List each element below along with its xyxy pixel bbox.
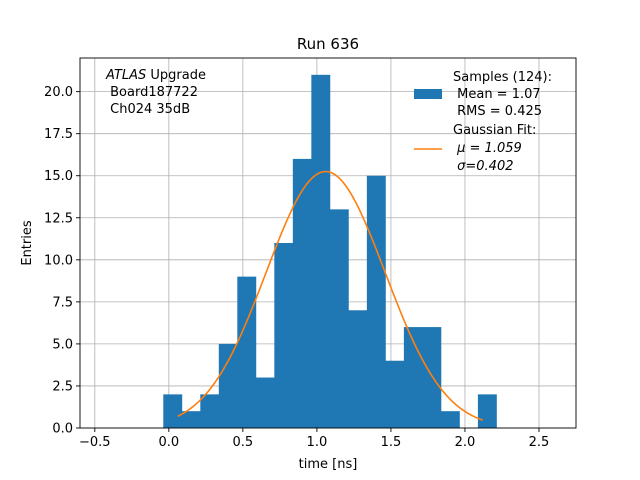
annotation-italic: ATLAS bbox=[105, 68, 146, 83]
annotation-text-1: Upgrade bbox=[146, 68, 206, 83]
annotation-line-3: Ch024 35dB bbox=[106, 102, 190, 117]
legend-fit-line-3: σ=0.402 bbox=[453, 159, 513, 174]
chart-title: Run 636 bbox=[297, 35, 359, 53]
histogram-bar bbox=[163, 394, 183, 428]
histogram-bar bbox=[477, 394, 497, 428]
x-tick-label: 0.5 bbox=[233, 435, 254, 450]
legend-samples-line-2: Mean = 1.07 bbox=[453, 87, 541, 102]
x-tick-label: −0.5 bbox=[79, 435, 111, 450]
annotation-line-2: Board187722 bbox=[106, 85, 198, 100]
x-tick-label: 1.0 bbox=[307, 435, 328, 450]
x-axis-label: time [ns] bbox=[299, 457, 358, 472]
y-tick-label: 20.0 bbox=[44, 85, 73, 100]
histogram-bar bbox=[181, 411, 201, 428]
legend-samples-line-3: RMS = 0.425 bbox=[453, 104, 542, 119]
y-ticks: 0.0 2.5 5.0 7.5 10.0 12.5 15.0 17.5 20.0 bbox=[44, 85, 80, 437]
y-tick-label: 15.0 bbox=[44, 169, 73, 184]
histogram-bar bbox=[237, 276, 257, 428]
legend-samples-line-1: Samples (124): bbox=[453, 70, 552, 85]
y-tick-label: 12.5 bbox=[44, 211, 73, 226]
histogram-bar bbox=[200, 394, 220, 428]
y-tick-label: 7.5 bbox=[52, 295, 73, 310]
x-tick-label: 1.5 bbox=[381, 435, 402, 450]
y-tick-label: 10.0 bbox=[44, 253, 73, 268]
annotation-line-1: ATLAS Upgrade bbox=[105, 68, 206, 83]
x-tick-label: 2.0 bbox=[455, 435, 476, 450]
x-tick-label: 0.0 bbox=[158, 435, 179, 450]
histogram-bar bbox=[385, 360, 405, 428]
histogram-bar bbox=[422, 327, 442, 428]
histogram-bar bbox=[218, 343, 238, 428]
legend-patch-samples bbox=[414, 89, 442, 99]
x-tick-label: 2.5 bbox=[529, 435, 550, 450]
y-tick-label: 0.0 bbox=[52, 422, 73, 437]
histogram-bar bbox=[311, 74, 331, 429]
y-tick-label: 2.5 bbox=[52, 379, 73, 394]
histogram-bar bbox=[274, 243, 294, 428]
histogram-bar bbox=[366, 175, 386, 428]
y-tick-label: 5.0 bbox=[52, 337, 73, 352]
histogram-bar bbox=[292, 158, 312, 428]
legend-fit-line-1: Gaussian Fit: bbox=[453, 123, 536, 138]
legend-fit-line-2: μ = 1.059 bbox=[453, 141, 522, 156]
histogram-bar bbox=[255, 377, 275, 428]
x-ticks: −0.5 0.0 0.5 1.0 1.5 2.0 2.5 bbox=[79, 428, 549, 450]
histogram-bars bbox=[163, 74, 497, 429]
plot-frame bbox=[79, 57, 577, 429]
legend: Samples (124): Mean = 1.07 RMS = 0.425 G… bbox=[414, 70, 552, 174]
y-tick-label: 17.5 bbox=[44, 127, 73, 142]
atlas-annotation: ATLAS Upgrade Board187722 Ch024 35dB bbox=[105, 68, 206, 117]
histogram-bar bbox=[329, 209, 349, 428]
gaussian-fit-curve bbox=[177, 170, 483, 421]
histogram-bar bbox=[348, 310, 368, 428]
y-axis-label: Entries bbox=[20, 220, 35, 266]
histogram-bar bbox=[440, 411, 460, 428]
